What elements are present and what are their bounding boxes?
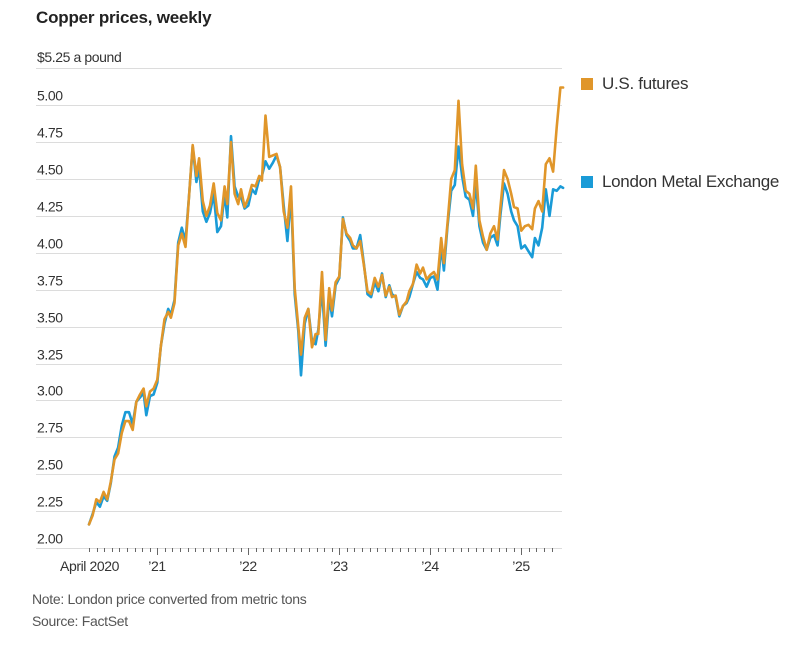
y-tick-label: 3.50: [37, 310, 63, 326]
legend-item-us-futures: U.S. futures: [581, 74, 688, 94]
chart-source: Source: FactSet: [32, 613, 128, 629]
y-tick-label: 4.50: [37, 162, 63, 178]
y-tick-label: 3.00: [37, 383, 63, 399]
y-tick-label: 4.75: [37, 125, 63, 141]
y-tick-label: 4.25: [37, 199, 63, 215]
series-lines: [87, 86, 565, 526]
y-tick-label: 2.50: [37, 457, 63, 473]
y-axis-tick-labels: 2.00 2.25 2.50 2.75 3.00 3.25 3.50 3.75 4.00 4.25…: [37, 88, 64, 547]
x-tick-label: April 2020: [60, 558, 120, 574]
x-tick-label: ’25: [512, 558, 530, 574]
x-axis: April 2020 ’21 ’22 ’23 ’24 ’25: [36, 548, 562, 574]
x-tick-label: ’23: [330, 558, 348, 574]
y-tick-label: 2.75: [37, 420, 63, 436]
gridlines: [36, 68, 562, 512]
legend-item-lme: London Metal Exchange: [581, 172, 779, 192]
chart-title: Copper prices, weekly: [36, 8, 212, 27]
chart-note: Note: London price converted from metric…: [32, 591, 307, 607]
x-tick-label: ’22: [239, 558, 257, 574]
legend-swatch-lme: [581, 176, 593, 188]
x-tick-label: ’24: [421, 558, 439, 574]
series-line-us-futures: [87, 86, 565, 526]
y-tick-label: 5.00: [37, 88, 63, 104]
y-axis-unit-label: $5.25 a pound: [37, 49, 122, 65]
y-tick-label: 2.25: [37, 494, 63, 510]
legend-label-us-futures: U.S. futures: [602, 74, 689, 93]
y-tick-label: 4.00: [37, 236, 63, 252]
y-tick-label: 3.25: [37, 347, 63, 363]
legend-swatch-us-futures: [581, 78, 593, 90]
y-tick-label: 3.75: [37, 273, 63, 289]
y-tick-label: 2.00: [37, 531, 63, 547]
x-tick-label: ’21: [148, 558, 166, 574]
legend-label-lme: London Metal Exchange: [602, 172, 780, 191]
